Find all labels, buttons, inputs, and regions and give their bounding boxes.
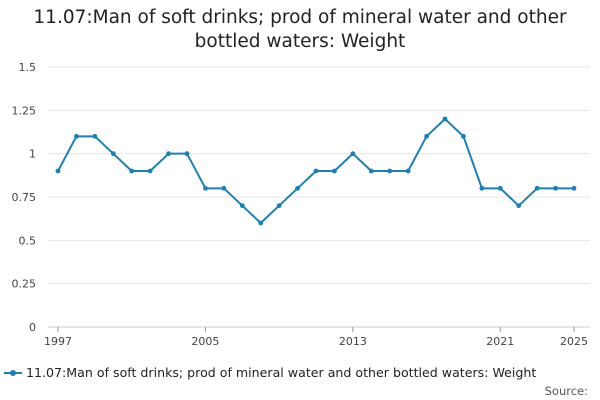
data-point [405, 168, 411, 174]
data-point [479, 185, 485, 191]
chart-title-line-1: 11.07:Man of soft drinks; prod of minera… [33, 7, 567, 28]
y-tick-label: 1.5 [19, 61, 37, 74]
legend[interactable]: 11.07:Man of soft drinks; prod of minera… [4, 365, 536, 380]
data-point [332, 168, 337, 174]
data-point [350, 151, 356, 157]
y-tick-label: 0.25 [12, 278, 37, 291]
legend-label: 11.07:Man of soft drinks; prod of minera… [26, 365, 537, 380]
data-point [461, 133, 466, 139]
data-point [258, 220, 264, 226]
data-point [147, 168, 153, 174]
legend-swatch [4, 367, 22, 379]
x-tick-label: 2021 [486, 335, 514, 348]
data-point [166, 151, 171, 157]
data-point [442, 116, 448, 122]
data-point [387, 168, 393, 174]
data-point [313, 168, 319, 174]
y-tick-label: 0.5 [19, 234, 37, 247]
data-point [92, 133, 98, 139]
y-tick-label: 0 [29, 321, 36, 334]
chart-title: 11.07:Man of soft drinks; prod of minera… [0, 6, 600, 54]
data-point [55, 168, 61, 174]
chart-title-line-2: bottled waters: Weight [194, 31, 406, 52]
data-point [129, 168, 135, 174]
data-point [203, 185, 208, 191]
y-tick-label: 0.75 [12, 191, 37, 204]
y-tick-label: 1 [29, 148, 36, 161]
data-point [184, 151, 190, 157]
x-tick-label: 2005 [191, 335, 219, 348]
y-tick-label: 1.25 [12, 104, 37, 117]
source-label: Source: [544, 384, 588, 398]
data-point [424, 133, 429, 139]
data-point [74, 133, 79, 139]
x-tick-label: 1997 [44, 335, 72, 348]
data-point [110, 151, 116, 157]
x-tick-label: 2025 [560, 335, 588, 348]
data-point [534, 185, 540, 191]
data-point [221, 185, 227, 191]
data-point [553, 185, 558, 191]
data-point [295, 185, 300, 191]
data-point [239, 203, 245, 209]
data-point [276, 203, 282, 209]
data-point [368, 168, 374, 174]
data-point [571, 185, 577, 191]
data-point [497, 185, 503, 191]
data-point [516, 203, 522, 209]
x-tick-label: 2013 [339, 335, 367, 348]
